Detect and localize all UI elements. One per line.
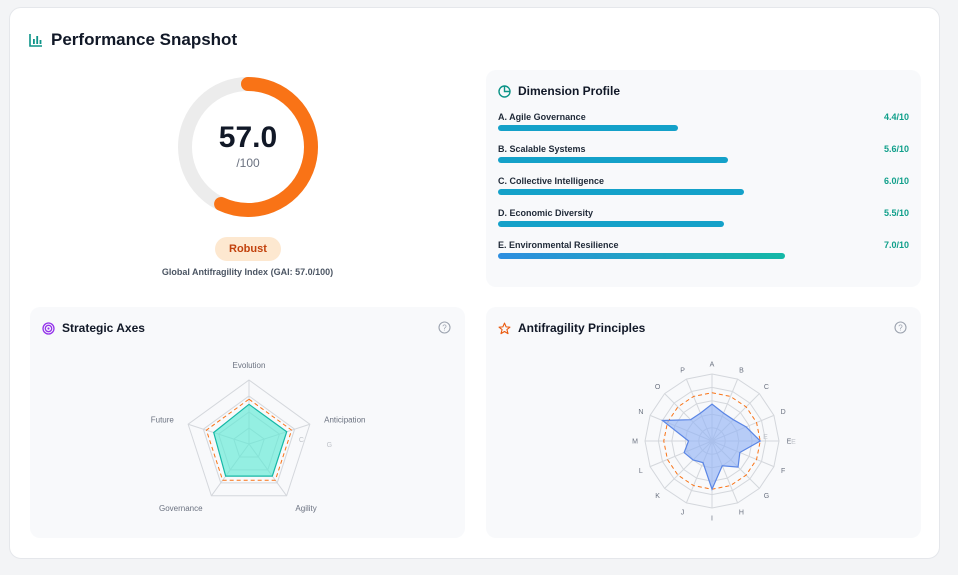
score-max: /100	[236, 156, 260, 170]
radar-axis-label: K	[655, 493, 660, 500]
radar-axis-label: H	[739, 510, 744, 517]
radar-tick-label: E	[791, 439, 796, 446]
radar-axis-label: J	[681, 510, 685, 517]
svg-text:?: ?	[442, 323, 447, 332]
radar-axis-label: Future	[151, 415, 175, 424]
dimension-score: 4.4/10	[883, 112, 909, 122]
principles-label: Antifragility Principles	[518, 321, 646, 335]
dimension-row: A. Agile Governance 4.4/10	[498, 112, 909, 144]
dimension-score: 5.5/10	[883, 208, 909, 218]
radar-axis-label: G	[764, 493, 769, 500]
dimension-score: 5.6/10	[883, 144, 909, 154]
radar-grid-ring	[187, 379, 311, 497]
gauge-progress-arc	[178, 77, 318, 217]
score-gauge	[178, 77, 318, 217]
dimension-profile-panel: Dimension Profile A. Agile Governance 4.4…	[486, 70, 921, 287]
radar-axis-label: I	[711, 516, 713, 523]
strategic-axes-title: Strategic Axes	[42, 321, 145, 335]
card-header: Performance Snapshot	[29, 30, 237, 50]
dimension-label: C. Collective Intelligence	[498, 176, 605, 186]
help-icon[interactable]: ?	[438, 321, 451, 334]
page-title: Performance Snapshot	[51, 30, 238, 49]
radar-tick-label: C	[299, 437, 304, 444]
dimension-label: B. Scalable Systems	[498, 144, 586, 154]
dimension-row: C. Collective Intelligence 6.0/10	[498, 176, 909, 208]
dimension-label: D. Economic Diversity	[498, 208, 594, 218]
bar-chart-icon	[29, 34, 42, 47]
radar-threshold	[205, 398, 293, 481]
dimension-score: 6.0/10	[883, 176, 909, 186]
dimension-bar	[498, 157, 728, 163]
radar-data-area	[213, 403, 288, 477]
dimension-bar	[498, 125, 679, 131]
radar-axis-label: D	[781, 409, 786, 416]
star-icon	[498, 322, 511, 334]
radar-axis-label: F	[781, 468, 785, 475]
radar-axis-label: E	[787, 439, 792, 446]
radar-axis-label: Evolution	[233, 361, 266, 370]
dimension-row: D. Economic Diversity 5.5/10	[498, 208, 909, 240]
radar-tick-label: G	[327, 442, 332, 449]
target-icon	[42, 321, 55, 335]
strategic-axes-label: Strategic Axes	[62, 321, 145, 335]
radar-axis-label: C	[764, 384, 769, 391]
principles-title: Antifragility Principles	[498, 321, 645, 335]
radar-axis-label: P	[680, 367, 685, 374]
radar-axis-label: N	[638, 409, 643, 416]
gai-caption: Global Antifragility Index (GAI: 57.0/10…	[161, 267, 334, 277]
performance-card: Performance Snapshot 57.0 /100 Robust Gl…	[9, 7, 940, 559]
radar-axis-label: A	[710, 362, 715, 369]
radar-axis-label: L	[639, 468, 643, 475]
dimension-score: 7.0/10	[883, 240, 909, 250]
score-value: 57.0	[218, 121, 278, 154]
radar-data-area	[660, 403, 762, 491]
radar-axis-label: B	[739, 367, 744, 374]
dimension-bar	[498, 253, 785, 259]
radar-axis-label: O	[655, 384, 661, 391]
status-badge: Robust	[215, 237, 281, 261]
dimension-profile-label: Dimension Profile	[518, 84, 621, 98]
strategic-axes-radar: C G Evolution Anticipation Agility Governance…	[151, 361, 366, 513]
radar-tick-label: E	[763, 434, 768, 441]
radar-axis-label: Agility	[295, 504, 316, 513]
radar-axis-label: Anticipation	[324, 415, 365, 424]
dimension-label: A. Agile Governance	[498, 112, 586, 122]
radar-grid-ring	[202, 395, 296, 484]
help-icon[interactable]: ?	[894, 321, 907, 334]
pie-chart-icon	[498, 84, 511, 98]
radar-axis-label: Governance	[159, 504, 203, 513]
dimension-row: B. Scalable Systems 5.6/10	[498, 144, 909, 176]
dimension-bar	[498, 221, 724, 227]
dimension-label: E. Environmental Resilience	[498, 240, 619, 250]
radar-axis-label: M	[632, 439, 638, 446]
svg-text:?: ?	[898, 323, 903, 332]
dimension-bar	[498, 189, 744, 195]
strategic-axes-panel: Strategic Axes ? C G Evolution Anticipation…	[30, 307, 465, 538]
dimension-profile-title: Dimension Profile	[498, 84, 620, 98]
dimension-row: E. Environmental Resilience 7.0/10	[498, 240, 909, 272]
